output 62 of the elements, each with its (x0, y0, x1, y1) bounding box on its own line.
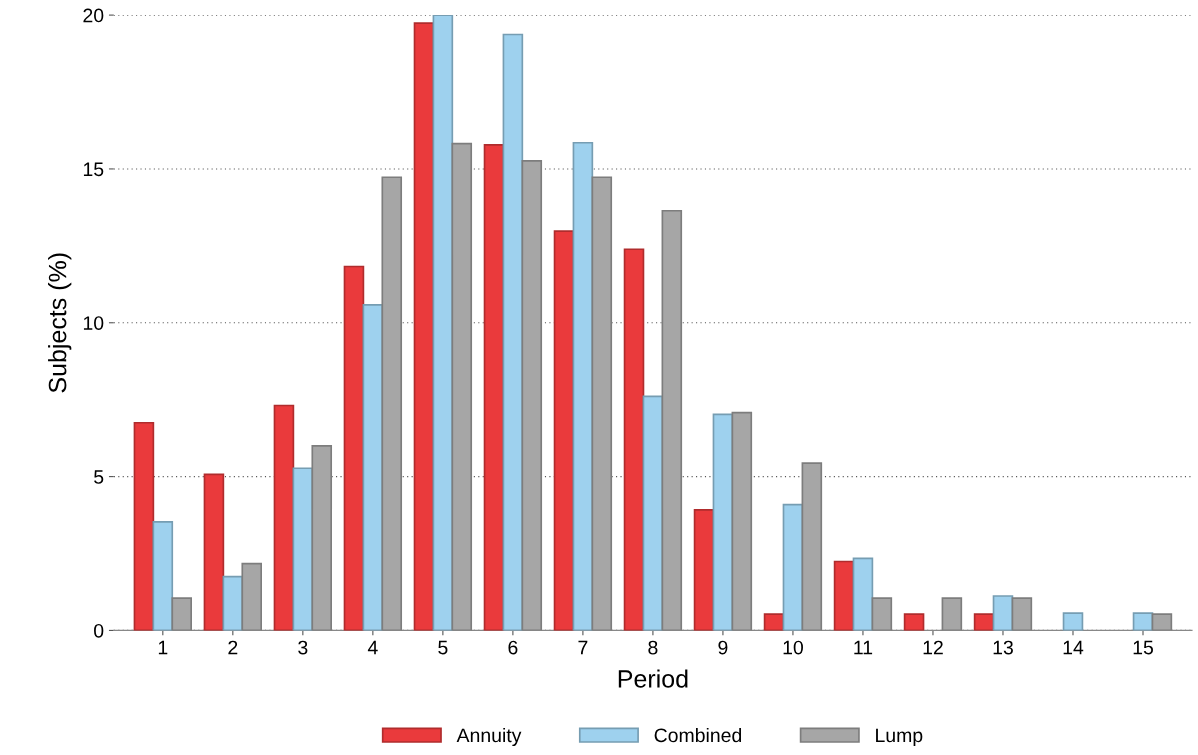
x-tick-label: 11 (854, 640, 873, 655)
bar (273, 404, 295, 631)
bar (801, 462, 823, 631)
x-tick-label: 3 (298, 640, 308, 655)
bar (451, 142, 473, 631)
x-tick-label: 2 (228, 640, 238, 655)
x-tick-label: 15 (1133, 640, 1153, 655)
y-tick-label: 10 (83, 316, 104, 330)
bar (572, 141, 594, 631)
bar (553, 230, 575, 631)
bar (483, 144, 505, 631)
bar (521, 160, 543, 631)
y-tick-label: 5 (94, 470, 104, 484)
bar (203, 473, 225, 631)
bar (133, 421, 155, 631)
bar (903, 613, 925, 631)
x-tick-label: 1 (158, 640, 168, 655)
x-tick-label: 9 (718, 640, 728, 655)
legend-label: Lump (876, 728, 923, 747)
bar (941, 597, 963, 631)
y-tick-label: 0 (94, 623, 104, 638)
bar (623, 248, 645, 631)
bar (973, 613, 995, 631)
bar (852, 557, 874, 631)
bar (1011, 597, 1033, 631)
bar (591, 176, 613, 631)
y-axis-title: Subjects (%) (48, 253, 72, 393)
legend-label: Combined (654, 727, 742, 743)
x-tick-label: 10 (783, 640, 803, 655)
bar (1151, 613, 1173, 631)
bar (1132, 612, 1154, 631)
bar (241, 562, 263, 631)
bar (782, 503, 804, 631)
bar (731, 411, 753, 631)
bar (311, 444, 333, 631)
bar (661, 209, 683, 631)
x-tick-label: 8 (648, 640, 658, 655)
bar (343, 265, 365, 631)
bar (712, 413, 734, 631)
x-tick-label: 13 (993, 640, 1013, 655)
bar (502, 33, 524, 631)
x-tick-label: 12 (923, 640, 943, 655)
bar (693, 508, 715, 631)
x-tick-label: 5 (438, 640, 448, 655)
bar (642, 395, 664, 631)
bar (833, 560, 855, 631)
x-tick-label: 7 (578, 640, 588, 655)
bar (381, 176, 403, 631)
bar (171, 597, 193, 631)
legend-label: Annuity (456, 727, 522, 747)
x-axis-title: Period (618, 669, 688, 688)
x-tick-label: 4 (367, 640, 378, 655)
bar (763, 613, 785, 631)
x-tick-label: 6 (508, 640, 518, 655)
bar (152, 520, 174, 631)
bar (413, 22, 435, 631)
bar (871, 597, 893, 631)
x-tick-label: 14 (1063, 640, 1084, 655)
bar (1062, 612, 1084, 631)
y-tick-label: 20 (83, 8, 104, 23)
y-tick-label: 15 (83, 162, 104, 177)
bar (992, 595, 1014, 631)
